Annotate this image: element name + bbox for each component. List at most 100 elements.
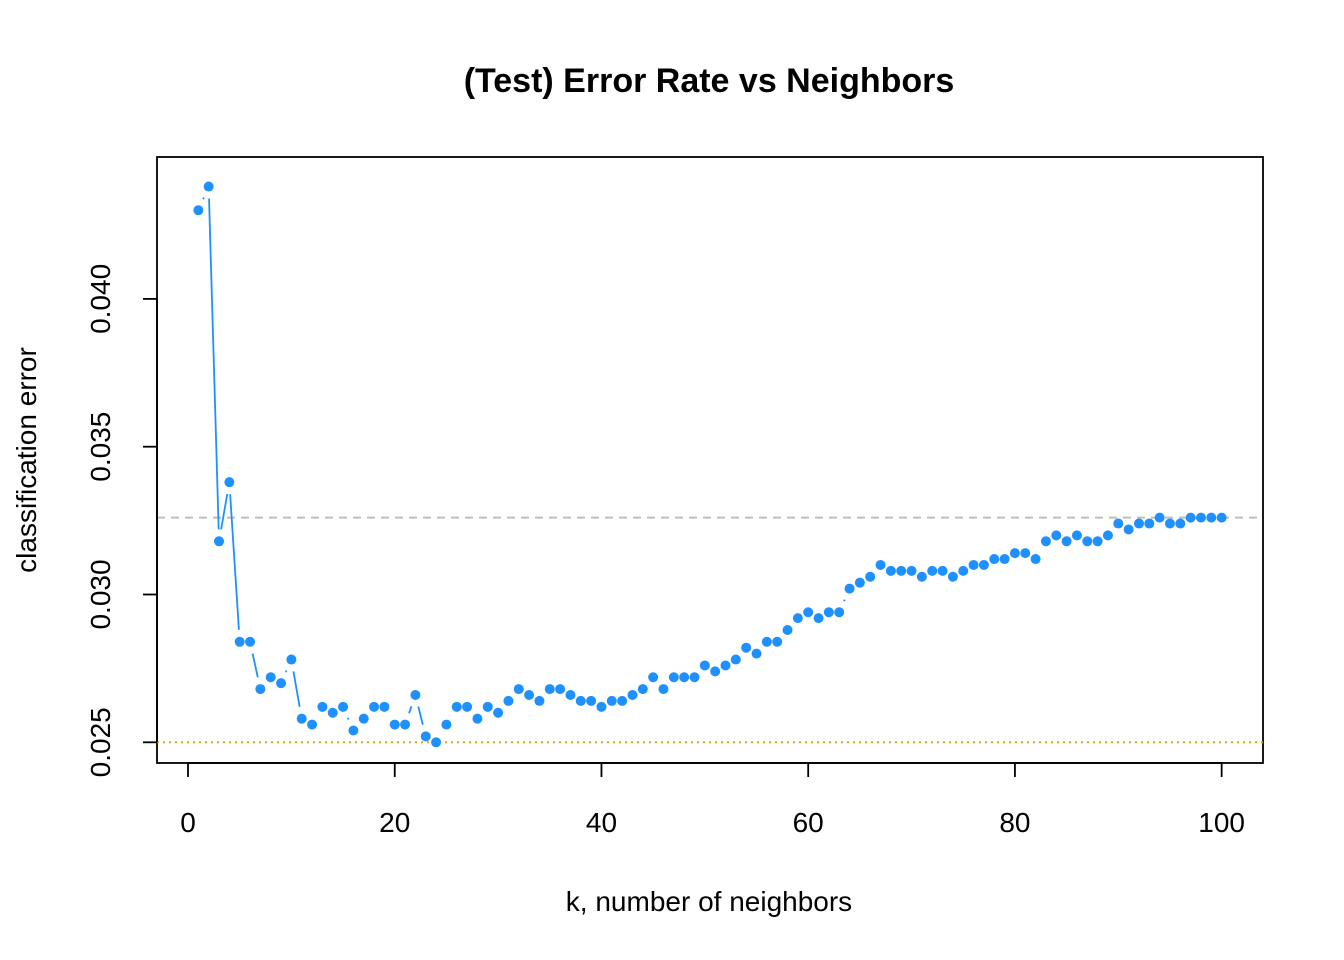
data-point (245, 636, 256, 647)
data-point (348, 725, 359, 736)
data-point (1206, 512, 1217, 523)
data-point (958, 565, 969, 576)
data-point (472, 713, 483, 724)
data-point (1175, 518, 1186, 529)
data-point (544, 684, 555, 695)
data-point (338, 701, 349, 712)
data-point (648, 672, 659, 683)
data-point (369, 701, 380, 712)
data-point (1133, 518, 1144, 529)
data-point (689, 672, 700, 683)
data-point (1102, 530, 1113, 541)
data-point (234, 636, 245, 647)
data-point (462, 701, 473, 712)
data-point (968, 559, 979, 570)
data-point (1020, 548, 1031, 559)
data-point (885, 565, 896, 576)
series-segment (417, 706, 424, 725)
series-segment (251, 653, 259, 678)
y-axis-label: classification error (11, 347, 42, 573)
data-point (224, 477, 235, 488)
y-tick-label: 0.025 (85, 707, 116, 777)
data-point (1144, 518, 1155, 529)
data-point (668, 672, 679, 683)
data-point (1009, 548, 1020, 559)
data-point (792, 613, 803, 624)
data-point (916, 571, 927, 582)
x-tick-label: 0 (180, 807, 196, 838)
series-segment (843, 599, 846, 602)
data-point (379, 701, 390, 712)
data-point (286, 654, 297, 665)
data-point (699, 660, 710, 671)
data-point (307, 719, 318, 730)
data-point (1154, 512, 1165, 523)
data-point (482, 701, 493, 712)
data-point (813, 613, 824, 624)
data-point (606, 695, 617, 706)
data-point (1113, 518, 1124, 529)
data-point (1040, 536, 1051, 547)
data-point (586, 695, 597, 706)
x-tick-label: 40 (586, 807, 617, 838)
data-point (679, 672, 690, 683)
data-point (720, 660, 731, 671)
series-points (193, 181, 1227, 748)
series-segment (220, 493, 229, 530)
y-tick-label: 0.035 (85, 412, 116, 482)
data-point (782, 624, 793, 635)
series-segment (408, 706, 413, 714)
data-point (1051, 530, 1062, 541)
data-point (896, 565, 907, 576)
data-point (193, 205, 204, 216)
data-point (730, 654, 741, 665)
data-point (854, 577, 865, 588)
data-point (358, 713, 369, 724)
plot-frame (156, 156, 1264, 764)
data-point (565, 690, 576, 701)
series-segment (292, 671, 301, 707)
series-line (202, 197, 846, 725)
x-axis-label: k, number of neighbors (566, 886, 852, 917)
data-point (296, 713, 307, 724)
data-point (978, 559, 989, 570)
data-point (1123, 524, 1134, 535)
data-point (1185, 512, 1196, 523)
data-point (937, 565, 948, 576)
data-point (1071, 530, 1082, 541)
data-point (410, 690, 421, 701)
data-point (596, 701, 607, 712)
data-point (834, 607, 845, 618)
data-point (513, 684, 524, 695)
data-point (255, 684, 266, 695)
series-segment (347, 717, 350, 720)
data-point (772, 636, 783, 647)
data-point (265, 672, 276, 683)
data-point (276, 678, 287, 689)
data-point (927, 565, 938, 576)
data-point (865, 571, 876, 582)
x-tick-label: 100 (1198, 807, 1245, 838)
chart-title: (Test) Error Rate vs Neighbors (464, 62, 955, 100)
series-segment (202, 197, 205, 200)
data-point (524, 690, 535, 701)
data-point (999, 554, 1010, 565)
data-point (451, 701, 462, 712)
data-point (503, 695, 514, 706)
data-point (327, 707, 338, 718)
data-point (431, 737, 442, 748)
data-point (823, 607, 834, 618)
data-point (906, 565, 917, 576)
data-point (751, 648, 762, 659)
x-tick-label: 80 (999, 807, 1030, 838)
data-point (1092, 536, 1103, 547)
x-tick-label: 60 (793, 807, 824, 838)
series-segment (208, 198, 220, 530)
data-point (575, 695, 586, 706)
data-point (1195, 512, 1206, 523)
data-point (441, 719, 452, 730)
series-segment (285, 670, 288, 673)
data-point (1061, 536, 1072, 547)
series-segment (229, 494, 240, 630)
